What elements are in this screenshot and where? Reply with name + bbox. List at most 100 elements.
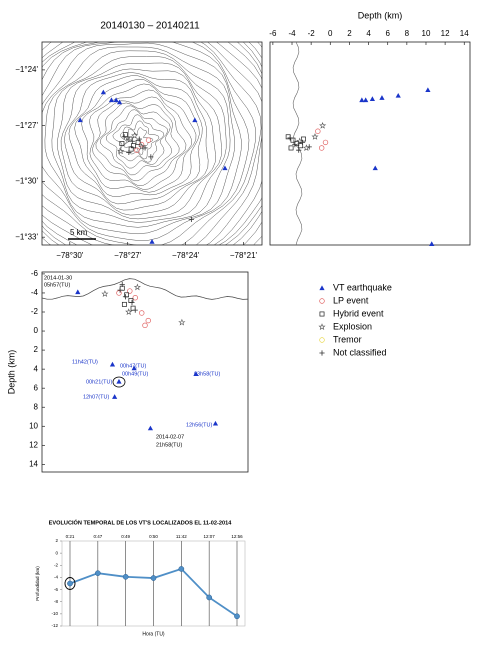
contour — [95, 102, 180, 182]
marker-plus — [122, 294, 129, 300]
plot-frame — [269, 41, 471, 246]
y-tick-label: 2 — [34, 345, 39, 354]
point — [234, 613, 240, 620]
legend-label: Not classified — [333, 347, 387, 357]
plot-frame — [41, 271, 249, 473]
marker-plus — [129, 138, 135, 144]
y-tick-label: 14 — [29, 459, 38, 468]
marker-circle — [142, 322, 148, 329]
marker-star — [296, 137, 304, 145]
y-tick-label: 10 — [29, 421, 38, 430]
marker-triangle — [363, 97, 369, 103]
y-tick-label: 0 — [55, 550, 58, 555]
x-tick-label: 12 — [441, 29, 450, 38]
marker-triangle — [222, 165, 228, 171]
legend-label: Hybrid event — [333, 308, 384, 318]
marker-plus — [148, 154, 154, 160]
contour — [74, 78, 200, 197]
marker-square — [319, 311, 325, 317]
point — [122, 573, 129, 580]
marker-circle — [315, 128, 321, 134]
marker-plus — [319, 350, 325, 356]
annotation: 2014-01-30 — [44, 275, 72, 281]
contour — [105, 109, 168, 169]
contour — [42, 42, 262, 245]
y-tick-label: -2 — [31, 307, 39, 316]
marker-triangle — [149, 239, 155, 244]
x-tick-label: 4 — [366, 29, 371, 38]
contour — [0, 0, 326, 318]
point — [67, 580, 73, 587]
marker-plus — [117, 287, 123, 293]
marker-circle — [145, 137, 152, 143]
legend-label: Tremor — [333, 334, 362, 344]
x-tick-label: 10 — [422, 29, 431, 38]
x-tick-label: 8 — [405, 29, 410, 38]
marker-star — [178, 318, 186, 326]
annotation: 2014-02-07 — [156, 434, 184, 440]
marker-triangle — [113, 97, 119, 103]
x-tick-label: -6 — [269, 29, 277, 38]
annotation: 11h42(TU) — [72, 359, 98, 365]
marker-triangle — [395, 92, 401, 98]
chart-title: 20140130 – 20140211 — [100, 21, 200, 32]
x-tick-label: 0:21 — [66, 534, 75, 539]
y-tick-label: -4 — [31, 288, 39, 297]
y-tick-label: -4 — [54, 575, 58, 580]
contour — [0, 0, 331, 321]
legend-label: VT earthquake — [333, 282, 392, 292]
marker-circle — [139, 310, 145, 316]
x-tick-label: 0:50 — [149, 534, 158, 539]
marker-triangle — [369, 96, 375, 101]
x-tick-label: −78°30' — [56, 251, 84, 260]
contour — [42, 42, 250, 245]
highlight-circle — [64, 577, 76, 590]
annotation: 21h58(TU) — [156, 442, 182, 448]
annotation: 12h07(TU) — [83, 394, 109, 400]
highlight-circle — [112, 376, 126, 388]
marker-plus — [119, 281, 125, 287]
point — [94, 570, 101, 577]
contour — [42, 42, 256, 245]
y-tick-label: 4 — [34, 364, 39, 373]
contours — [0, 0, 331, 321]
y-tick-label: 2 — [55, 538, 58, 543]
marker-plus — [299, 139, 306, 145]
marker-circle — [134, 147, 140, 153]
marker-triangle — [372, 165, 378, 171]
contour — [81, 83, 197, 193]
annotation: 00h47(TU) — [120, 363, 146, 369]
y-axis-title: Depth (km) — [6, 350, 16, 395]
marker-triangle — [100, 89, 106, 95]
marker-square — [121, 301, 127, 307]
contour — [120, 120, 160, 160]
contour — [92, 96, 187, 186]
contour — [64, 72, 209, 211]
x-tick-label: −78°27' — [114, 251, 142, 260]
marker-square — [298, 143, 304, 149]
marker-triangle — [429, 241, 435, 246]
marker-triangle — [359, 97, 365, 103]
x-tick-label: −78°21' — [230, 251, 258, 260]
marker-circle — [127, 288, 133, 294]
marker-plus — [306, 144, 312, 150]
annotation: 12h56(TU) — [186, 422, 212, 428]
point — [178, 566, 185, 572]
marker-triangle — [319, 285, 325, 291]
marker-triangle — [112, 394, 118, 399]
marker-plus — [132, 307, 138, 313]
marker-square — [130, 305, 136, 311]
contour — [89, 89, 192, 190]
marker-square — [290, 137, 296, 143]
x-tick-label: -4 — [288, 29, 296, 38]
marker-circle — [318, 145, 325, 151]
marker-plus — [136, 136, 142, 142]
marker-circle — [319, 298, 325, 304]
marker-circle — [116, 290, 122, 296]
legend-label: LP event — [333, 295, 369, 305]
marker-triangle — [109, 361, 116, 367]
x-tick-label: 12:07 — [204, 534, 216, 539]
topography — [41, 278, 249, 300]
marker-triangle — [147, 425, 154, 431]
x-tick-label: 11:42 — [176, 534, 187, 539]
